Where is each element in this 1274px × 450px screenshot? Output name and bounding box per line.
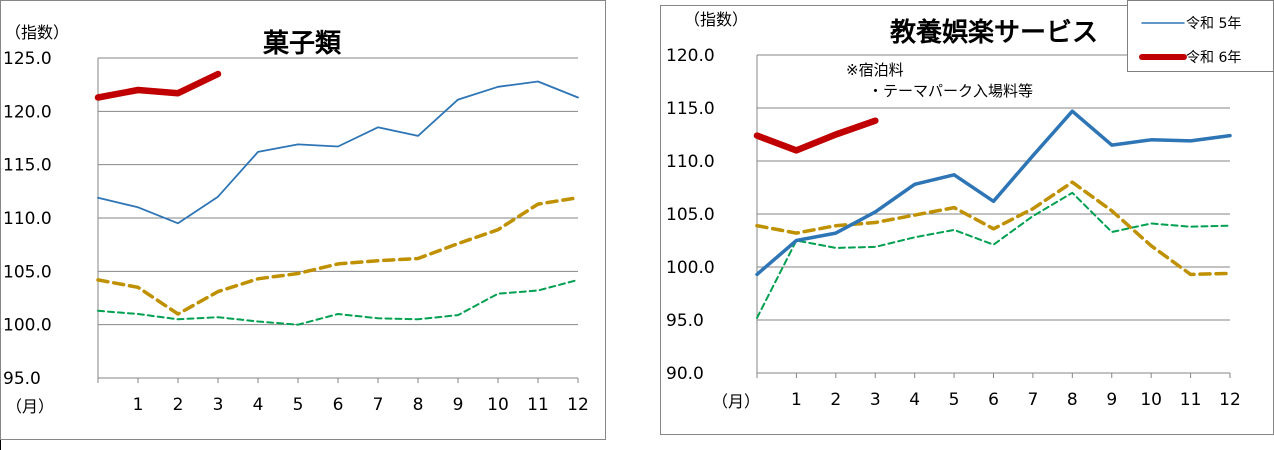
x-tick-label: 8 xyxy=(413,395,424,415)
y-tick-label: 105.0 xyxy=(666,205,715,225)
series-line-blue-thick xyxy=(755,109,1232,277)
series-line-gold-dashed xyxy=(96,195,580,316)
y-tick-label: 125.0 xyxy=(3,49,52,69)
x-tick-label: 10 xyxy=(487,395,509,415)
y-tick-label: 95.0 xyxy=(666,311,704,331)
series-line-red-thick xyxy=(94,70,222,101)
series-line-red-thick xyxy=(753,117,879,154)
x-axis-label: （月） xyxy=(712,392,760,411)
legend: 令和 5年令和 6年 xyxy=(1127,0,1274,72)
y-tick-label: 95.0 xyxy=(3,369,41,389)
x-tick-label: 8 xyxy=(1067,390,1078,410)
x-tick-label: 12 xyxy=(567,395,589,415)
y-axis-label: （指数） xyxy=(684,10,748,29)
x-tick-label: 6 xyxy=(333,395,344,415)
x-tick-label: 2 xyxy=(830,390,841,410)
chart-annotation: ・テーマパーク入場料等 xyxy=(868,82,1033,100)
x-tick-label: 5 xyxy=(293,395,304,415)
y-tick-label: 115.0 xyxy=(3,156,52,176)
y-axis-label: （指数） xyxy=(5,23,69,42)
y-tick-label: 100.0 xyxy=(666,258,715,278)
x-tick-label: 1 xyxy=(791,390,802,410)
series-line-blue-thin xyxy=(97,80,579,225)
x-tick-label: 7 xyxy=(373,395,384,415)
x-tick-label: 11 xyxy=(527,395,549,415)
x-axis-label: （月） xyxy=(6,397,54,416)
y-tick-label: 100.0 xyxy=(3,316,52,336)
chart-culture-services: 90.0 95.0 100.0 105.0 110.0 115.0 120.0 1 2 3 4 5 6 7… xyxy=(660,5,1274,435)
legend-label: 令和 6年 xyxy=(1186,50,1241,66)
y-tick-label: 105.0 xyxy=(3,262,52,282)
legend-label: 令和 5年 xyxy=(1186,16,1241,32)
chart-title: 教養娯楽サービス xyxy=(890,18,1098,48)
chart-title: 菓子類 xyxy=(262,29,342,59)
x-tick-label: 6 xyxy=(988,390,999,410)
y-tick-label: 110.0 xyxy=(666,152,715,172)
y-tick-label: 115.0 xyxy=(666,99,715,119)
y-tick-label: 120.0 xyxy=(3,102,52,122)
x-tick-label: 12 xyxy=(1219,390,1241,410)
x-tick-label: 3 xyxy=(213,395,224,415)
x-tick-label: 3 xyxy=(870,390,881,410)
x-tick-label: 1 xyxy=(133,395,144,415)
x-tick-label: 5 xyxy=(949,390,960,410)
series-line-green-dashed xyxy=(756,191,1231,319)
x-tick-label: 10 xyxy=(1140,390,1162,410)
series-line-gold-dashed xyxy=(755,180,1232,277)
chart-frame xyxy=(0,0,606,440)
y-tick-label: 110.0 xyxy=(3,209,52,229)
x-tick-label: 4 xyxy=(909,390,920,410)
x-tick-label: 9 xyxy=(1106,390,1117,410)
x-tick-label: 4 xyxy=(253,395,264,415)
x-tick-label: 11 xyxy=(1180,390,1202,410)
x-tick-label: 7 xyxy=(1028,390,1039,410)
chart-annotation: ※宿泊料 xyxy=(846,61,904,79)
x-tick-label: 9 xyxy=(453,395,464,415)
y-tick-label: 90.0 xyxy=(666,364,704,384)
chart-frame xyxy=(660,5,1274,435)
chart-confectionery: 95.0 100.0 105.0 110.0 115.0 120.0 125.0 1 2 3 4 5 6… xyxy=(0,0,606,440)
y-tick-label: 120.0 xyxy=(666,46,715,66)
series-line-green-dashed xyxy=(97,278,579,326)
x-tick-label: 2 xyxy=(173,395,184,415)
